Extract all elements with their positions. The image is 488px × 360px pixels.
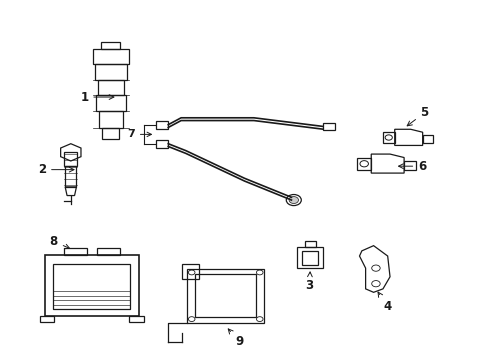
Text: 8: 8 (50, 235, 69, 249)
Text: 1: 1 (80, 91, 114, 104)
Text: 2: 2 (38, 163, 74, 176)
Text: 7: 7 (127, 129, 151, 139)
Text: 3: 3 (305, 272, 313, 292)
Text: 4: 4 (377, 292, 390, 312)
Text: 6: 6 (398, 160, 426, 173)
Circle shape (288, 197, 298, 203)
Text: 5: 5 (407, 106, 428, 126)
Text: 9: 9 (228, 329, 243, 348)
